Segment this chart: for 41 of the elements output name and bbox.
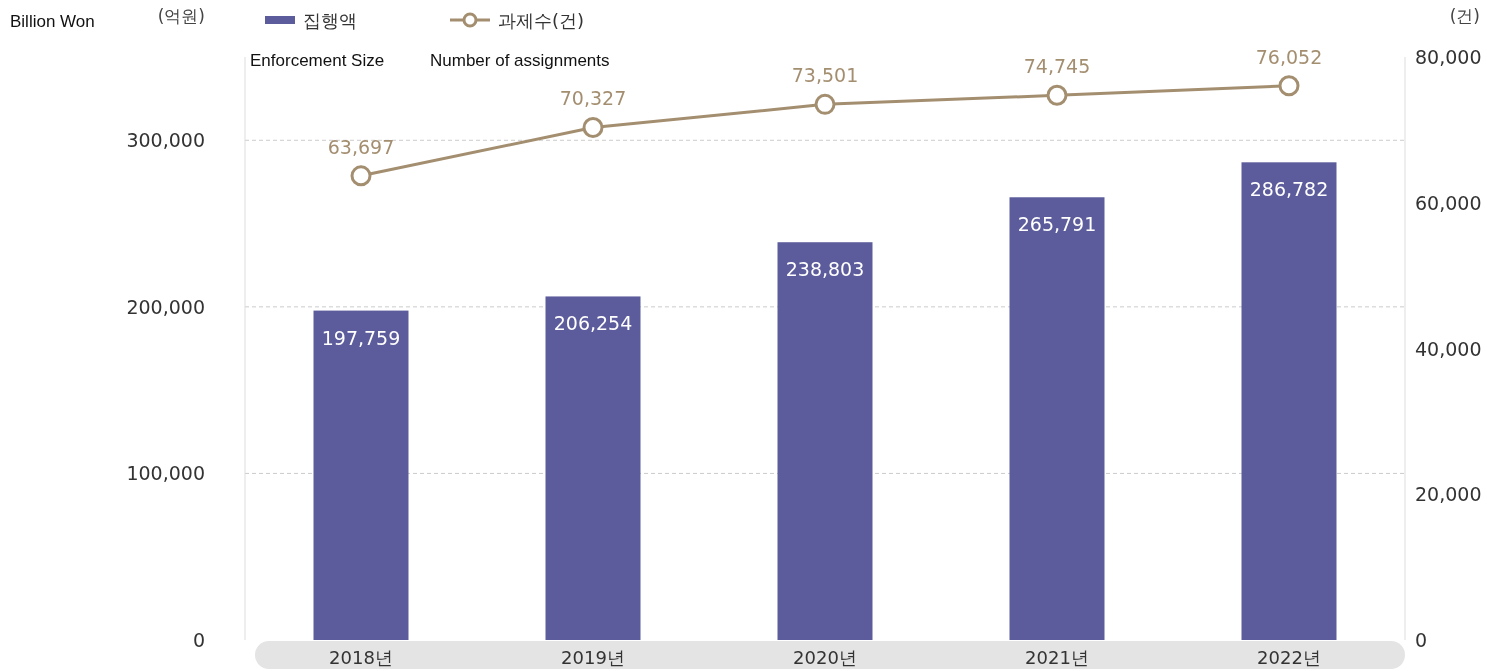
y2-tick-label: 60,000 [1415, 191, 1482, 214]
point [1278, 75, 1300, 97]
point [1046, 84, 1068, 106]
y-tick-label: 200,000 [126, 295, 205, 318]
bar [313, 310, 409, 640]
data-label: 197,759 [321, 326, 401, 349]
data-label: 76,052 [1255, 45, 1323, 68]
bar [545, 296, 641, 640]
text: Billion Won [10, 12, 95, 31]
data-label: 206,254 [553, 312, 633, 335]
x-tick-label: 2019년 [561, 647, 625, 668]
y2-tick-label: 80,000 [1415, 46, 1482, 68]
bar [777, 242, 873, 640]
x-tick-label: 2018년 [329, 647, 393, 668]
y2-tick-label: 0 [1415, 629, 1428, 651]
data-label: 70,327 [559, 87, 627, 110]
y-tick-label: 100,000 [126, 462, 205, 485]
point [582, 116, 604, 138]
data-label: 265,791 [1017, 213, 1097, 236]
data-label: 74,745 [1023, 55, 1091, 78]
data-label: 63,697 [327, 135, 395, 158]
point [350, 165, 372, 187]
annotation: Enforcement Size [250, 51, 385, 70]
y-tick-label: 0 [192, 629, 205, 651]
data-label: 73,501 [791, 64, 859, 87]
y2-tick-label: 20,000 [1415, 483, 1482, 506]
bar [1241, 162, 1337, 640]
legend-label: 집행액 [303, 10, 357, 31]
y-axis-title: (억원) [157, 6, 205, 26]
data-label: 286,782 [1249, 178, 1329, 201]
y2-tick-label: 40,000 [1415, 337, 1482, 360]
y-tick-label: 300,000 [126, 129, 205, 152]
point [814, 93, 836, 115]
legend-label: 과제수(건) [498, 10, 585, 31]
x-tick-label: 2022년 [1257, 647, 1321, 668]
y2-axis-title: (건) [1449, 6, 1480, 26]
bar [1009, 197, 1105, 640]
x-tick-label: 2020년 [793, 647, 857, 668]
x-tick-label: 2021년 [1025, 647, 1089, 668]
data-label: 238,803 [785, 258, 865, 281]
annotation: Number of assignments [430, 51, 610, 70]
